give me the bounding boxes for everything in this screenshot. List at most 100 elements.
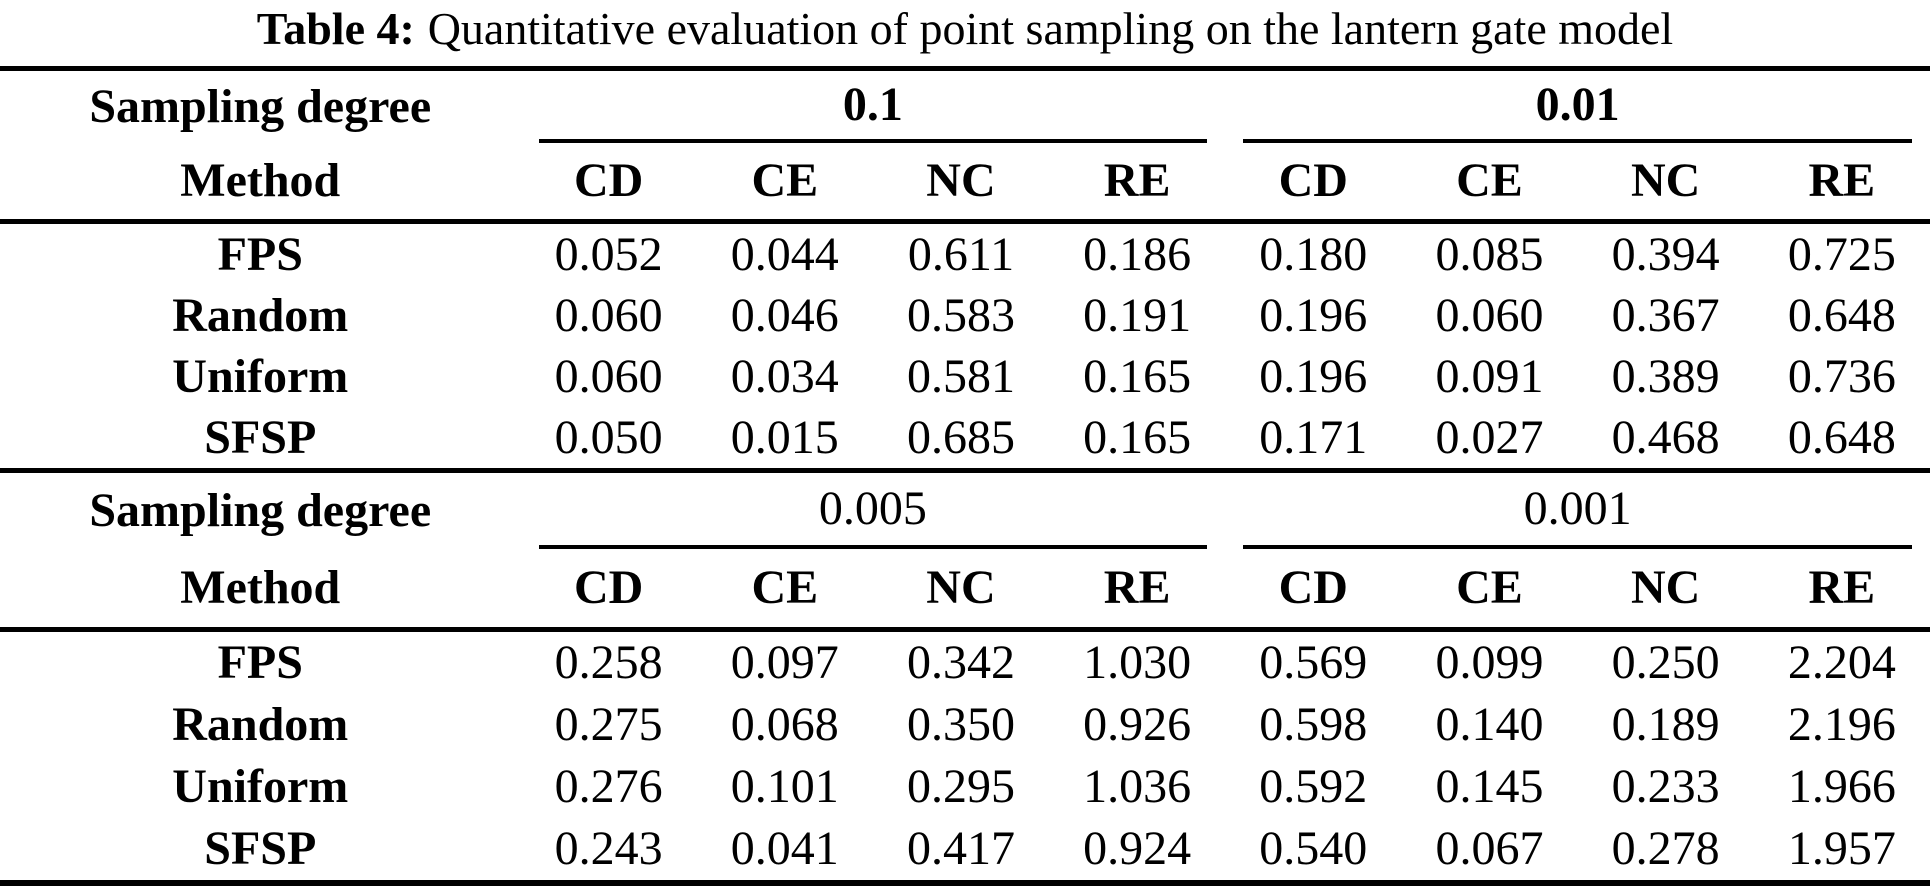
table-row: Random 0.275 0.068 0.350 0.926 0.598 0.1… <box>0 694 1930 756</box>
value-cell: 0.180 <box>1259 227 1368 281</box>
value-cell: 0.685 <box>906 410 1015 464</box>
value-cell: 0.250 <box>1611 636 1720 689</box>
value-cell: 0.243 <box>554 822 663 875</box>
value-cell: 0.060 <box>554 349 663 403</box>
metric-header: RE <box>1103 561 1171 614</box>
method-cell: FPS <box>217 227 303 281</box>
degree-value: 0.01 <box>1535 78 1620 131</box>
method-cell: SFSP <box>204 410 317 464</box>
value-cell: 0.417 <box>906 822 1015 875</box>
value-cell: 0.258 <box>554 636 663 689</box>
caption-text: Quantitative evaluation of point samplin… <box>427 3 1674 54</box>
value-cell: 0.027 <box>1435 410 1544 464</box>
value-cell: 0.611 <box>907 227 1015 281</box>
value-cell: 0.725 <box>1787 227 1896 281</box>
value-cell: 0.091 <box>1435 349 1544 403</box>
value-cell: 0.367 <box>1611 288 1720 342</box>
value-cell: 0.350 <box>906 698 1015 751</box>
degree-value: 0.001 <box>1523 482 1632 535</box>
value-cell: 0.186 <box>1083 227 1192 281</box>
value-cell: 0.468 <box>1611 410 1720 464</box>
value-cell: 0.648 <box>1787 410 1896 464</box>
value-cell: 0.196 <box>1259 349 1368 403</box>
value-cell: 0.275 <box>554 698 663 751</box>
value-cell: 0.736 <box>1787 349 1896 403</box>
sampling-degree-row: Sampling degree 0.1 0.01 <box>0 69 1930 143</box>
metric-header: CE <box>1456 154 1523 207</box>
value-cell: 0.140 <box>1435 698 1544 751</box>
table-row: FPS 0.258 0.097 0.342 1.030 0.569 0.099 … <box>0 630 1930 695</box>
sampling-degree-label: Sampling degree <box>89 484 432 537</box>
table-row: Uniform 0.276 0.101 0.295 1.036 0.592 0.… <box>0 756 1930 818</box>
value-cell: 0.099 <box>1435 636 1544 689</box>
table-row: Random 0.060 0.046 0.583 0.191 0.196 0.0… <box>0 285 1930 346</box>
degree-group-header: 0.001 <box>1225 471 1930 549</box>
metric-header: RE <box>1103 154 1171 207</box>
value-cell: 0.085 <box>1435 227 1544 281</box>
value-cell: 1.966 <box>1787 760 1896 813</box>
method-cell: FPS <box>217 636 303 689</box>
value-cell: 0.924 <box>1083 822 1192 875</box>
table-row: Uniform 0.060 0.034 0.581 0.165 0.196 0.… <box>0 346 1930 407</box>
value-cell: 0.295 <box>906 760 1015 813</box>
metric-header: NC <box>1630 154 1701 207</box>
value-cell: 0.015 <box>730 410 839 464</box>
metric-header: CD <box>1278 561 1348 614</box>
value-cell: 0.389 <box>1611 349 1720 403</box>
value-cell: 0.276 <box>554 760 663 813</box>
table-row-best: SFSP 0.050 0.015 0.685 0.165 0.171 0.027… <box>0 407 1930 471</box>
method-cell: Random <box>172 288 349 342</box>
caption-label: Table 4: <box>256 3 415 54</box>
metric-header: CD <box>573 561 644 614</box>
sampling-degree-row: Sampling degree 0.005 0.001 <box>0 470 1930 549</box>
value-cell: 0.101 <box>730 760 839 813</box>
value-cell: 0.165 <box>1083 410 1192 464</box>
table-row-best: SFSP 0.243 0.041 0.417 0.924 0.540 0.067… <box>0 818 1930 883</box>
value-cell: 0.592 <box>1259 760 1368 813</box>
value-cell: 0.233 <box>1611 760 1720 813</box>
value-cell: 0.050 <box>554 410 663 464</box>
value-cell: 0.648 <box>1787 288 1896 342</box>
value-cell: 0.067 <box>1435 822 1544 875</box>
method-cell: Random <box>172 698 349 751</box>
table-row: FPS 0.052 0.044 0.611 0.186 0.180 0.085 … <box>0 222 1930 286</box>
value-cell: 0.342 <box>906 636 1015 689</box>
value-cell: 0.041 <box>730 822 839 875</box>
value-cell: 2.196 <box>1787 698 1896 751</box>
value-cell: 0.540 <box>1259 822 1368 875</box>
value-cell: 0.097 <box>730 636 839 689</box>
value-cell: 1.036 <box>1083 760 1192 813</box>
value-cell: 0.581 <box>906 349 1015 403</box>
method-cell: Uniform <box>172 349 349 403</box>
value-cell: 1.957 <box>1787 822 1896 875</box>
evaluation-table: Sampling degree 0.1 0.01 Method CD CE NC… <box>0 66 1930 886</box>
metric-header: RE <box>1808 561 1876 614</box>
value-cell: 0.394 <box>1611 227 1720 281</box>
table-section-1: Sampling degree 0.1 0.01 Method CD CE NC… <box>0 69 1930 471</box>
degree-value: 0.1 <box>842 78 903 131</box>
table-section-2: Sampling degree 0.005 0.001 Method CD CE… <box>0 470 1930 884</box>
degree-group-header: 0.005 <box>521 471 1226 549</box>
value-cell: 0.926 <box>1083 698 1192 751</box>
metric-header-row: Method CD CE NC RE CD CE NC RE <box>0 143 1930 222</box>
value-cell: 0.191 <box>1083 288 1192 342</box>
metric-header: CE <box>751 154 819 207</box>
degree-value: 0.005 <box>818 482 927 535</box>
value-cell: 0.046 <box>730 288 839 342</box>
method-cell: SFSP <box>204 822 317 875</box>
degree-group-header: 0.01 <box>1225 69 1930 143</box>
metric-header: CE <box>1456 561 1523 614</box>
metric-header-row: Method CD CE NC RE CD CE NC RE <box>0 549 1930 630</box>
value-cell: 0.196 <box>1259 288 1368 342</box>
method-cell: Uniform <box>172 760 349 813</box>
sampling-degree-label: Sampling degree <box>89 80 432 133</box>
metric-header: CD <box>573 154 644 207</box>
value-cell: 0.034 <box>730 349 839 403</box>
metric-header: CD <box>1278 154 1348 207</box>
metric-header: NC <box>926 561 996 614</box>
value-cell: 0.189 <box>1611 698 1720 751</box>
metric-header: NC <box>926 154 996 207</box>
metric-header: NC <box>1630 561 1701 614</box>
degree-group-header: 0.1 <box>521 69 1226 143</box>
